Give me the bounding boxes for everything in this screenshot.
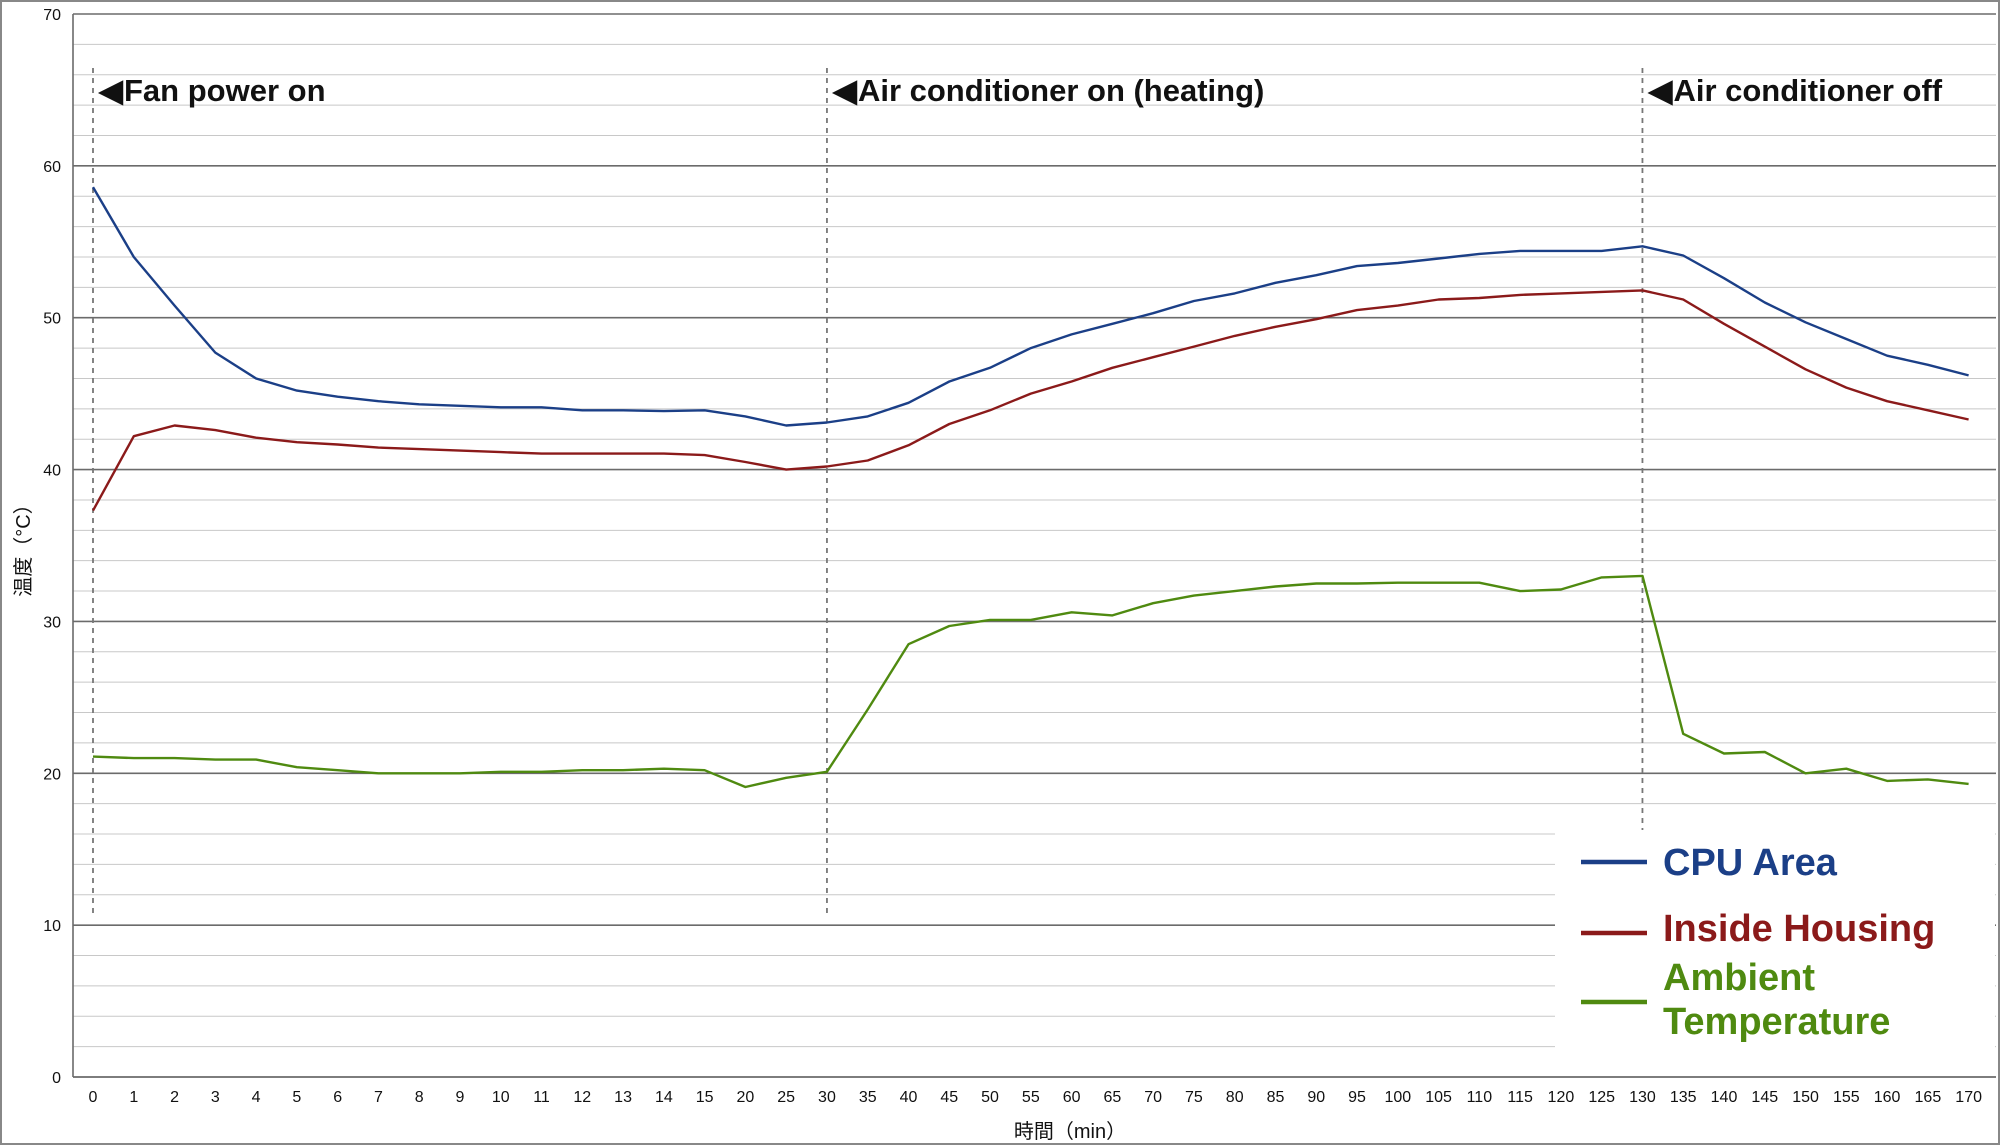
y-tick-label: 20 [43, 766, 61, 783]
legend-label: Inside Housing [1663, 908, 1935, 950]
legend-label: Ambient [1663, 957, 1815, 999]
x-tick-label: 4 [252, 1089, 261, 1106]
x-tick-label: 1 [129, 1089, 138, 1106]
annotation-marker-icon: ◀ [831, 73, 858, 108]
x-tick-label: 50 [981, 1089, 999, 1106]
x-tick-label: 13 [614, 1089, 632, 1106]
x-tick-label: 85 [1267, 1089, 1285, 1106]
x-tick-label: 95 [1348, 1089, 1366, 1106]
x-tick-label: 9 [456, 1089, 465, 1106]
x-tick-label: 115 [1507, 1089, 1533, 1106]
x-tick-label: 7 [374, 1089, 383, 1106]
y-tick-label: 10 [43, 918, 61, 935]
annotation-marker-icon: ◀ [97, 73, 124, 108]
x-tick-label: 75 [1185, 1089, 1203, 1106]
x-tick-label: 40 [900, 1089, 918, 1106]
legend-label: CPU Area [1663, 842, 1838, 884]
x-tick-label: 150 [1792, 1089, 1819, 1106]
annotation-marker-icon: ◀ [1646, 73, 1673, 108]
y-tick-label: 60 [43, 159, 61, 176]
x-tick-label: 55 [1022, 1089, 1040, 1106]
x-tick-label: 140 [1711, 1089, 1738, 1106]
annotations: ◀ Fan power on ◀ Air conditioner on (heatin… [97, 73, 1943, 108]
x-tick-label: 30 [818, 1089, 836, 1106]
x-tick-label: 0 [89, 1089, 98, 1106]
x-tick-label: 15 [696, 1089, 714, 1106]
x-tick-label: 6 [333, 1089, 342, 1106]
legend-box [1555, 830, 1995, 1076]
x-tick-label: 65 [1103, 1089, 1121, 1106]
x-tick-label: 60 [1063, 1089, 1081, 1106]
x-tick-label: 25 [777, 1089, 795, 1106]
x-tick-label: 165 [1915, 1089, 1942, 1106]
x-tick-label: 90 [1307, 1089, 1325, 1106]
annotation-label: Fan power on [124, 73, 326, 108]
annotation-label: Air conditioner off [1673, 73, 1942, 108]
x-tick-label: 80 [1226, 1089, 1244, 1106]
x-tick-label: 160 [1874, 1089, 1901, 1106]
series-line [91, 186, 1969, 427]
y-tick-label: 70 [43, 7, 61, 24]
x-tick-label: 170 [1955, 1089, 1982, 1106]
y-tick-label: 50 [43, 311, 61, 328]
x-tick-label: 70 [1144, 1089, 1162, 1106]
x-tick-label: 35 [859, 1089, 877, 1106]
x-tick-label: 155 [1833, 1089, 1860, 1106]
x-tick-label: 10 [492, 1089, 510, 1106]
x-tick-label: 135 [1670, 1089, 1697, 1106]
x-axis-title: 時間（min） [1014, 1120, 1126, 1143]
annotation-label: Air conditioner on (heating) [858, 73, 1264, 108]
y-axis-title: 温度（°C） [12, 494, 35, 596]
x-tick-label: 45 [940, 1089, 958, 1106]
series-line [91, 289, 1969, 512]
legend-label: Temperature [1663, 1001, 1890, 1043]
y-tick-label: 40 [43, 463, 61, 480]
x-tick-label: 100 [1384, 1089, 1411, 1106]
y-tick-label: 0 [52, 1070, 61, 1087]
series-lines [91, 186, 1969, 789]
x-tick-label: 2 [170, 1089, 179, 1106]
x-tick-label: 5 [292, 1089, 301, 1106]
x-tick-label: 145 [1751, 1089, 1778, 1106]
x-tick-label: 120 [1548, 1089, 1575, 1106]
series-line [92, 574, 1969, 789]
x-tick-label: 20 [737, 1089, 755, 1106]
x-tick-label: 110 [1467, 1089, 1493, 1106]
x-tick-label: 130 [1629, 1089, 1656, 1106]
x-tick-label: 125 [1588, 1089, 1615, 1106]
x-tick-label: 3 [211, 1089, 220, 1106]
x-tick-label: 105 [1425, 1089, 1452, 1106]
x-tick-label: 12 [573, 1089, 591, 1106]
y-tick-label: 30 [43, 614, 61, 631]
x-tick-label: 8 [415, 1089, 424, 1106]
x-tick-label: 11 [533, 1089, 550, 1106]
x-tick-label: 14 [655, 1089, 673, 1106]
